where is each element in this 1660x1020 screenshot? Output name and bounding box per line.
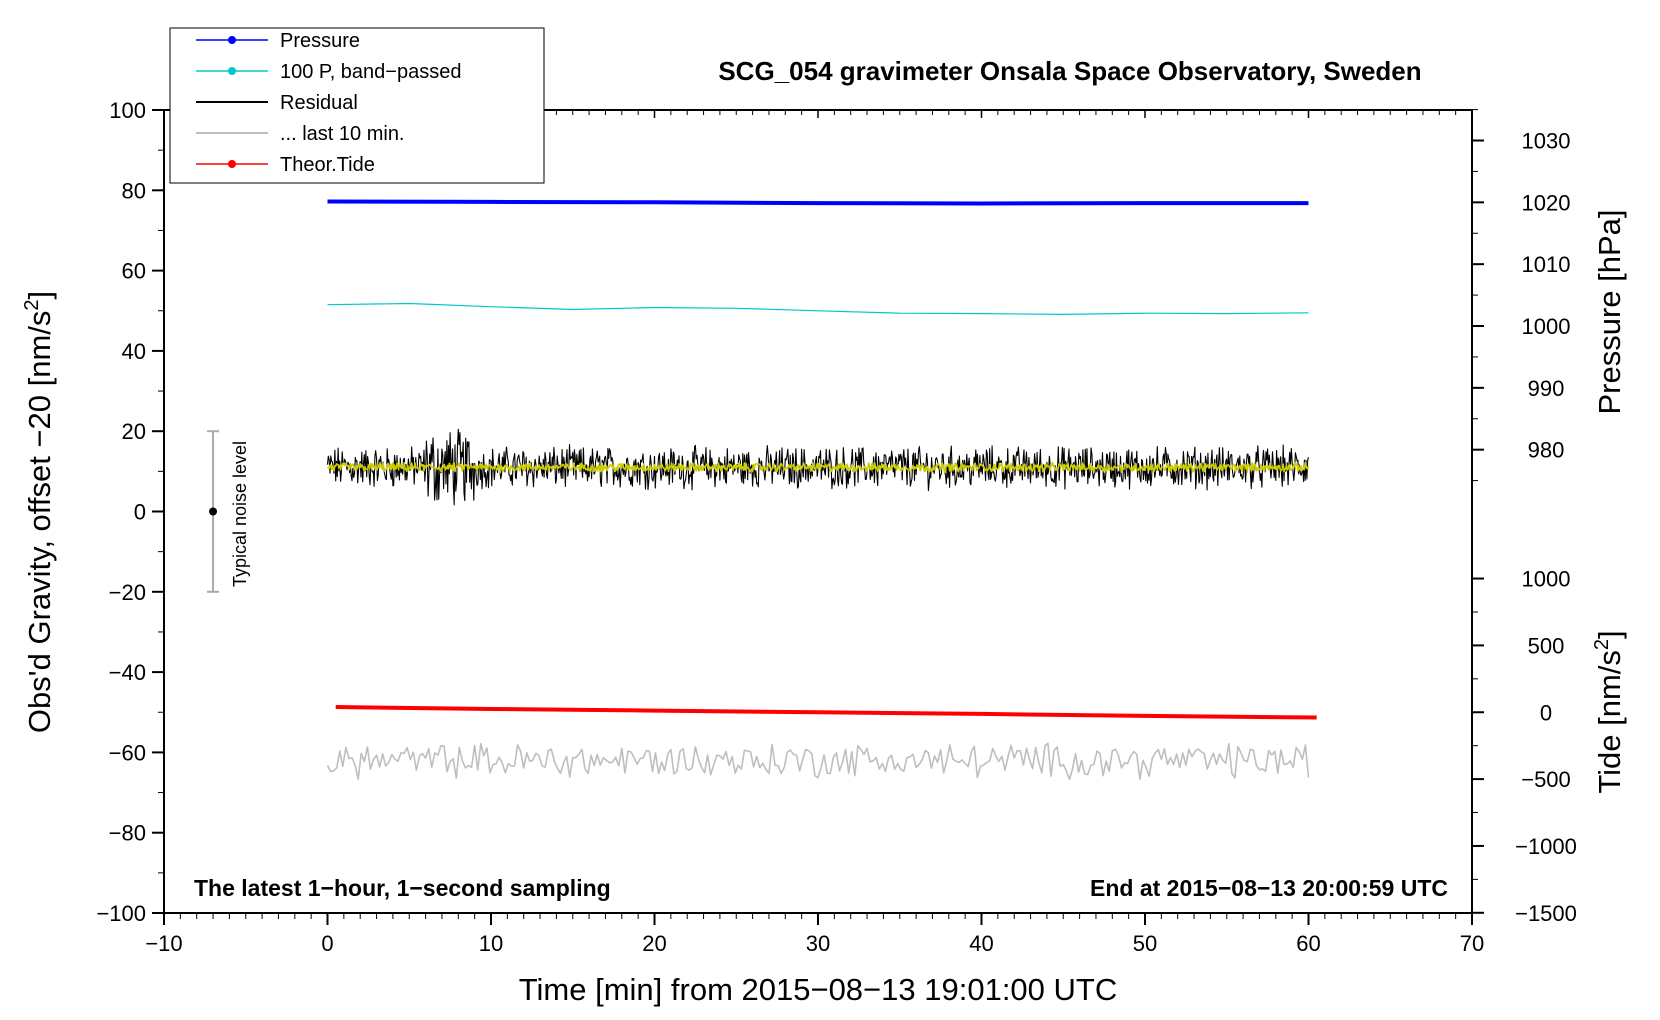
y-tick-label: 100 [109, 98, 146, 123]
tide-tick-label: 500 [1528, 633, 1565, 658]
y-axis-label-left-end: ] [22, 291, 57, 300]
pressure-tick-label: 980 [1528, 438, 1565, 463]
legend-label-2: Residual [280, 92, 358, 114]
noise-bar-center [209, 507, 218, 516]
tide-tick-label: 1000 [1522, 567, 1571, 592]
y-axis-label-tide-end: ] [1592, 630, 1627, 639]
series-group [326, 199, 1317, 781]
series-line-residual-smoothed [327, 461, 1310, 474]
x-tick-label: 40 [969, 931, 993, 956]
y-axis-ticks: 100 80 60 40 20 0 −20 −40 −60 −80 −100 [96, 98, 164, 926]
pressure-axis-ticks: 1030 1020 1010 1000 990 980 [1472, 109, 1571, 482]
annotation-left: The latest 1−hour, 1−second sampling [194, 875, 611, 901]
y-tick-label: −20 [109, 580, 146, 605]
tide-tick-label: 0 [1540, 700, 1552, 725]
series-line-pressure [327, 199, 1309, 206]
legend-box [169, 27, 545, 184]
y-axis-label-pressure: Pressure [hPa] [1592, 209, 1627, 414]
legend-label-0: Pressure [280, 30, 360, 52]
y-tick-label: −40 [109, 660, 146, 685]
pressure-tick-label: 1030 [1522, 129, 1571, 154]
y-tick-label: 20 [122, 419, 146, 444]
x-axis-label: Time [min] from 2015−08−13 19:01:00 UTC [519, 972, 1118, 1007]
tide-tick-label: −1500 [1515, 901, 1577, 926]
y-tick-label: 0 [134, 500, 146, 525]
tide-axis-ticks: 1000 500 0 −500 −1000 −1500 [1472, 567, 1577, 926]
plot-frame [163, 109, 1473, 914]
legend-marker-4 [228, 160, 236, 168]
y-tick-label: −100 [96, 901, 146, 926]
minor-ticks [158, 110, 1457, 919]
x-tick-label: 10 [479, 931, 503, 956]
y-tick-label: 80 [122, 178, 146, 203]
legend-marker-0 [228, 36, 236, 44]
pressure-tick-label: 1010 [1522, 252, 1571, 277]
legend-label-3: ... last 10 min. [280, 123, 405, 145]
x-tick-label: 60 [1296, 931, 1320, 956]
tide-tick-label: −1000 [1515, 834, 1577, 859]
y-axis-label-tide-text: Tide [nm/s [1592, 650, 1627, 794]
y-tick-label: 60 [122, 259, 146, 284]
x-axis-ticks: −10 0 10 20 30 40 50 60 70 [145, 110, 1484, 956]
x-tick-label: 70 [1460, 931, 1484, 956]
annotation-right: End at 2015−08−13 20:00:59 UTC [1090, 875, 1448, 901]
y-tick-label: 40 [122, 339, 146, 364]
chart-title: SCG_054 gravimeter Onsala Space Observat… [718, 56, 1421, 86]
x-tick-label: −10 [145, 931, 182, 956]
series-line-last-10-min [326, 742, 1310, 781]
series-line-100-p-band-passed [327, 302, 1309, 315]
y-axis-label-tide-sup: 2 [1591, 639, 1613, 650]
y-tick-label: −60 [109, 740, 146, 765]
series-line-theor-tide [335, 705, 1317, 720]
pressure-tick-label: 990 [1528, 376, 1565, 401]
noise-bar [207, 430, 220, 593]
y-axis-label-left-text: Obs'd Gravity, offset −20 [nm/s [22, 311, 57, 734]
legend-label-4: Theor.Tide [280, 154, 375, 176]
x-tick-label: 50 [1133, 931, 1157, 956]
noise-label: Typical noise level [230, 441, 250, 587]
legend-marker-1 [228, 67, 236, 75]
pressure-tick-label: 1020 [1522, 190, 1571, 215]
y-tick-label: −80 [109, 821, 146, 846]
x-tick-label: 30 [806, 931, 830, 956]
legend-label-1: 100 P, band−passed [280, 61, 461, 83]
y-axis-label-left-sup: 2 [21, 299, 43, 310]
pressure-tick-label: 1000 [1522, 314, 1571, 339]
legend: Pressure 100 P, band−passed Residual ... la… [169, 27, 545, 184]
x-tick-label: 0 [321, 931, 333, 956]
tide-tick-label: −500 [1521, 767, 1571, 792]
x-tick-label: 20 [642, 931, 666, 956]
y-axis-label-tide: Tide [nm/s2] [1591, 630, 1627, 793]
y-axis-label-left: Obs'd Gravity, offset −20 [nm/s2] [21, 291, 57, 733]
